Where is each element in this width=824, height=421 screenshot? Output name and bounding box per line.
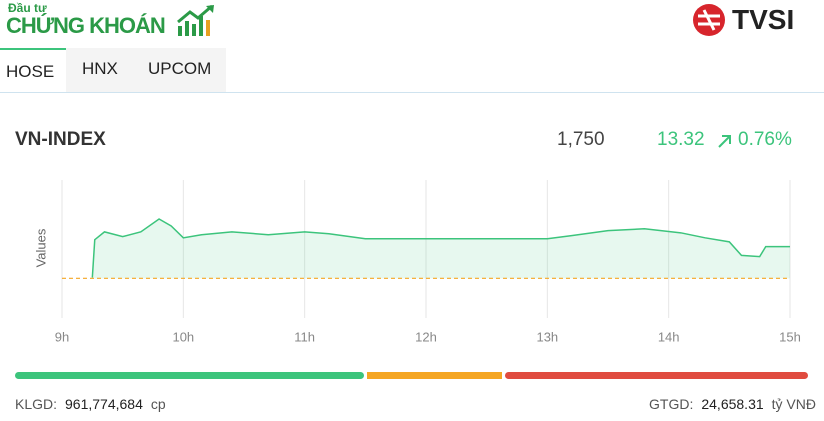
tab[interactable]: HOSE (6, 62, 55, 81)
x-tick-label: 15h (779, 329, 801, 344)
index-name: VN-INDEX (15, 129, 106, 150)
turnover: GTGD: 24,658.31 tỷ VNĐ (649, 396, 816, 412)
index-change-pct: 0.76% (738, 129, 792, 150)
y-axis-label: Values (33, 228, 48, 267)
x-tick-label: 10h (172, 329, 194, 344)
volume: KLGD: 961,774,684 cp (15, 396, 166, 412)
brand-top: Đầu tư (8, 1, 47, 15)
tab[interactable]: HNX (82, 59, 118, 78)
unchanged-bar (367, 372, 502, 379)
line (91, 218, 790, 278)
x-tick-label: 12h (415, 329, 437, 344)
unit: tỷ VNĐ (771, 396, 816, 412)
area (92, 219, 791, 279)
divider (0, 92, 824, 93)
x-tick-label: 14h (658, 329, 680, 344)
unit: cp (150, 396, 166, 412)
x-tick-label: 11h (294, 329, 315, 344)
chart: Values 9h 10h 11h 12h 13h 14h 15h (33, 180, 801, 344)
x-tick-label: 9h (55, 329, 69, 344)
partner-name: TVSI (732, 4, 795, 35)
advance-bar (15, 372, 364, 379)
tab-active (0, 48, 66, 92)
label: KLGD: (15, 396, 58, 412)
x-tick-label: 13h (536, 329, 558, 344)
brand-icon (177, 4, 214, 36)
value: 961,774,684 (65, 396, 143, 412)
partner-logo-icon (693, 4, 725, 36)
value: 24,658.31 (701, 396, 764, 412)
up-arrow (718, 135, 731, 148)
index-value: 1,750 (557, 129, 605, 150)
label: GTGD: (649, 396, 694, 412)
brand-main: CHỨNG KHOÁN (6, 13, 166, 38)
tab[interactable]: UPCOM (148, 59, 212, 78)
decline-bar (505, 372, 808, 379)
index-change: 13.32 (657, 129, 705, 150)
